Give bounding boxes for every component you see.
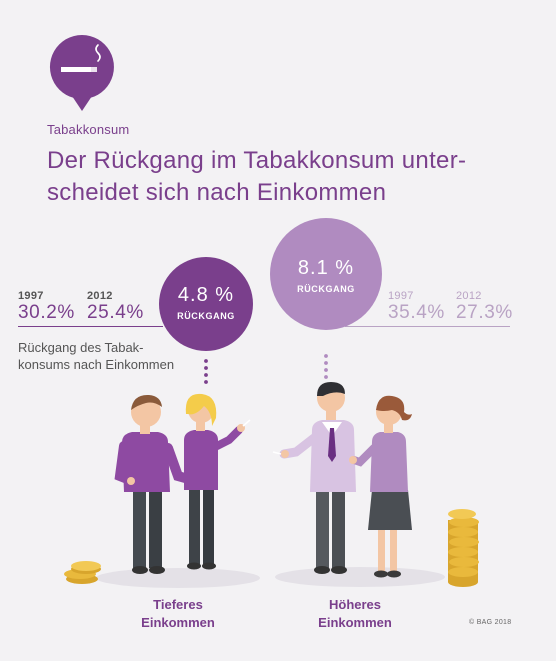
description-line-1: Rückgang des Tabak-	[18, 340, 144, 355]
high-decline-bubble: 8.1 % RÜCKGANG	[269, 217, 383, 383]
category-label: Tabakkonsum	[47, 122, 130, 137]
low-year-1997: 1997	[18, 290, 44, 302]
low-decline-percent: 4.8 %	[177, 284, 235, 306]
low-decline-bubble: 4.8 % RÜCKGANG	[158, 256, 254, 386]
coin-stack-right	[448, 509, 479, 587]
low-decline-label: RÜCKGANG	[177, 311, 235, 321]
low-value-2012: 25.4%	[87, 302, 144, 323]
high-year-2012: 2012	[456, 290, 482, 302]
description-line-2: konsums nach Einkommen	[18, 357, 175, 372]
low-income-label: Tieferes Einkommen	[118, 596, 238, 632]
page-title: Der Rückgang im Tabakkonsum unter- schei…	[47, 145, 517, 209]
people-illustration	[64, 382, 479, 588]
cigarette-icon	[61, 44, 101, 72]
title-line-2: scheidet sich nach Einkommen	[47, 179, 387, 206]
high-divider-line	[345, 326, 510, 327]
copyright: © BAG 2018	[469, 619, 512, 626]
low-income-label-line-2: Einkommen	[141, 615, 215, 630]
low-year-2012: 2012	[87, 290, 113, 302]
title-line-1: Der Rückgang im Tabakkonsum unter-	[47, 147, 467, 174]
category-pin	[49, 35, 114, 111]
high-income-label: Höheres Einkommen	[295, 596, 415, 632]
high-income-man	[272, 382, 356, 574]
low-divider-line	[18, 326, 163, 327]
coin-pile-left	[64, 561, 101, 584]
high-decline-label: RÜCKGANG	[297, 284, 355, 294]
high-value-2012: 27.3%	[456, 302, 513, 323]
chart-description: Rückgang des Tabak- konsums nach Einkomm…	[18, 339, 198, 373]
low-value-1997: 30.2%	[18, 302, 75, 323]
low-income-man	[114, 394, 197, 574]
high-income-woman	[349, 395, 412, 578]
high-value-1997: 35.4%	[388, 302, 445, 323]
high-income-label-line-2: Einkommen	[318, 615, 392, 630]
low-income-woman	[184, 393, 251, 570]
high-income-label-line-1: Höheres	[328, 597, 382, 612]
low-income-label-line-1: Tieferes	[153, 597, 203, 612]
high-decline-percent: 8.1 %	[297, 257, 355, 279]
high-year-1997: 1997	[388, 290, 414, 302]
